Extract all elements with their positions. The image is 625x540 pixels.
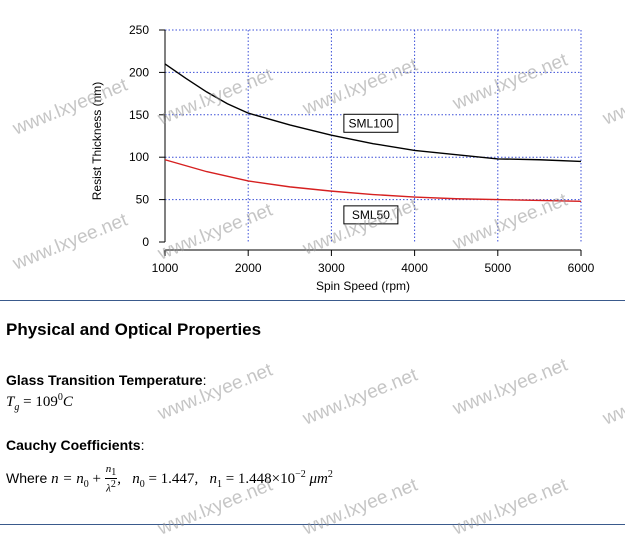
series-label-box (343, 113, 399, 133)
y-tick-label: 0 (142, 235, 149, 249)
divider-top (0, 300, 625, 301)
watermark-text: www.lxyee.net (450, 474, 571, 540)
section-title: Physical and Optical Properties (6, 320, 262, 339)
watermark-text: www.lxyee.net (600, 364, 625, 430)
y-tick-label: 150 (129, 108, 149, 122)
series-label-box (343, 205, 399, 225)
x-tick-label: 1000 (152, 261, 179, 275)
glass-transition-formula: Tg = 1090C (6, 392, 73, 413)
series-line-sml100 (164, 63, 582, 163)
divider-bottom (0, 524, 625, 525)
x-axis-label: Spin Speed (rpm) (316, 279, 410, 293)
where-text: Where (6, 469, 48, 486)
x-tick-label: 3000 (318, 261, 345, 275)
x-tick-label: 2000 (235, 261, 262, 275)
series-label-sml50: SML50 (352, 208, 390, 222)
y-tick-label: 250 (129, 23, 149, 37)
x-tick-label: 6000 (568, 261, 595, 275)
watermark-text: www.lxyee.net (155, 359, 276, 425)
y-tick-label: 50 (136, 193, 150, 207)
watermark-text: www.lxyee.net (300, 364, 421, 430)
y-tick-label: 100 (129, 150, 149, 164)
cauchy-formula-row: Where n = n0 + n1 λ2, n0 = 1.447, n1 = 1.… (6, 464, 333, 495)
series-line-sml50 (164, 159, 582, 202)
cauchy-equation: n = n0 + n1 λ2, n0 = 1.447, n1 = 1.448×10… (51, 463, 333, 495)
x-tick-label: 5000 (484, 261, 511, 275)
glass-transition-label: Glass Transition Temperature: (6, 372, 207, 388)
y-axis-label: Resist Thickness (nm) (90, 82, 104, 200)
watermark-text: www.lxyee.net (450, 354, 571, 420)
x-tick-label: 4000 (401, 261, 428, 275)
thickness-chart: 0 50 100 150 200 250 1000 2000 3000 4000 5000 6000 S… (90, 23, 595, 293)
y-tick-label: 200 (129, 65, 149, 79)
cauchy-label: Cauchy Coefficients: (6, 437, 145, 453)
series-label-sml100: SML100 (349, 116, 394, 130)
